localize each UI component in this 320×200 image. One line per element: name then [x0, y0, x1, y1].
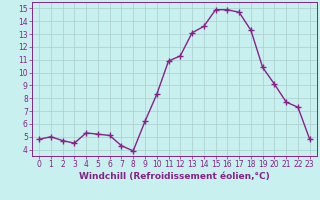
X-axis label: Windchill (Refroidissement éolien,°C): Windchill (Refroidissement éolien,°C) [79, 172, 270, 181]
